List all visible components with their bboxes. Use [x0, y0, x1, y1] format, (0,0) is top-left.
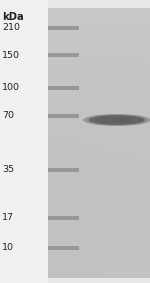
Ellipse shape [83, 114, 150, 126]
Text: 17: 17 [2, 213, 14, 222]
Bar [48, 26, 79, 30]
Bar [48, 114, 79, 118]
Ellipse shape [89, 115, 145, 125]
Bar [48, 168, 79, 172]
Bar [48, 246, 79, 250]
Text: 70: 70 [2, 112, 14, 121]
Bar [0, 0, 48, 283]
Ellipse shape [117, 117, 145, 123]
Bar [48, 216, 79, 220]
Ellipse shape [97, 117, 136, 123]
Text: 210: 210 [2, 23, 20, 33]
Text: 35: 35 [2, 166, 14, 175]
Text: 150: 150 [2, 50, 20, 59]
Bar [48, 53, 79, 57]
Bar [48, 86, 79, 90]
Text: 10: 10 [2, 243, 14, 252]
Text: 100: 100 [2, 83, 20, 93]
Text: kDa: kDa [2, 12, 24, 22]
